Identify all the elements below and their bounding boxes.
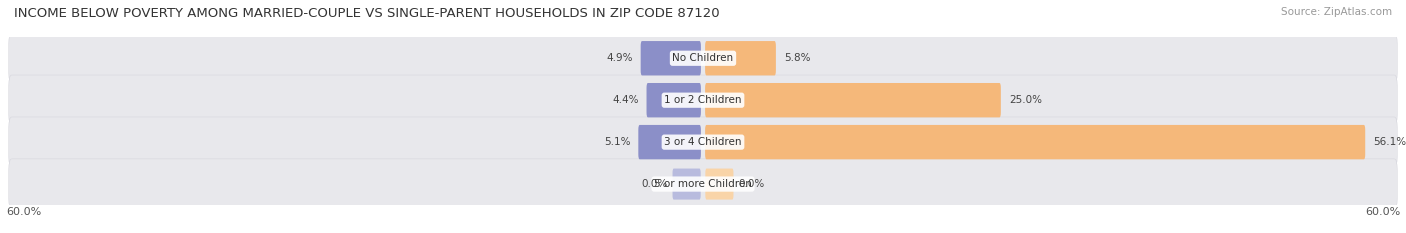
FancyBboxPatch shape — [8, 117, 1398, 167]
FancyBboxPatch shape — [706, 168, 734, 200]
FancyBboxPatch shape — [647, 83, 700, 117]
FancyBboxPatch shape — [638, 125, 700, 159]
FancyBboxPatch shape — [706, 125, 1365, 159]
Text: 1 or 2 Children: 1 or 2 Children — [664, 95, 742, 105]
FancyBboxPatch shape — [641, 41, 700, 75]
FancyBboxPatch shape — [672, 168, 700, 200]
Text: Source: ZipAtlas.com: Source: ZipAtlas.com — [1281, 7, 1392, 17]
Text: 60.0%: 60.0% — [6, 207, 41, 217]
FancyBboxPatch shape — [8, 159, 1398, 209]
Text: 4.4%: 4.4% — [612, 95, 638, 105]
Text: 0.0%: 0.0% — [641, 179, 668, 189]
FancyBboxPatch shape — [706, 41, 776, 75]
Text: No Children: No Children — [672, 53, 734, 63]
Text: 56.1%: 56.1% — [1374, 137, 1406, 147]
Text: 5.8%: 5.8% — [785, 53, 810, 63]
Text: 60.0%: 60.0% — [1365, 207, 1400, 217]
FancyBboxPatch shape — [8, 75, 1398, 125]
FancyBboxPatch shape — [8, 33, 1398, 83]
Text: 4.9%: 4.9% — [606, 53, 633, 63]
Text: 5.1%: 5.1% — [603, 137, 630, 147]
Text: 0.0%: 0.0% — [738, 179, 765, 189]
Text: 5 or more Children: 5 or more Children — [654, 179, 752, 189]
Text: 25.0%: 25.0% — [1010, 95, 1042, 105]
Text: 3 or 4 Children: 3 or 4 Children — [664, 137, 742, 147]
Text: INCOME BELOW POVERTY AMONG MARRIED-COUPLE VS SINGLE-PARENT HOUSEHOLDS IN ZIP COD: INCOME BELOW POVERTY AMONG MARRIED-COUPL… — [14, 7, 720, 20]
FancyBboxPatch shape — [706, 83, 1001, 117]
